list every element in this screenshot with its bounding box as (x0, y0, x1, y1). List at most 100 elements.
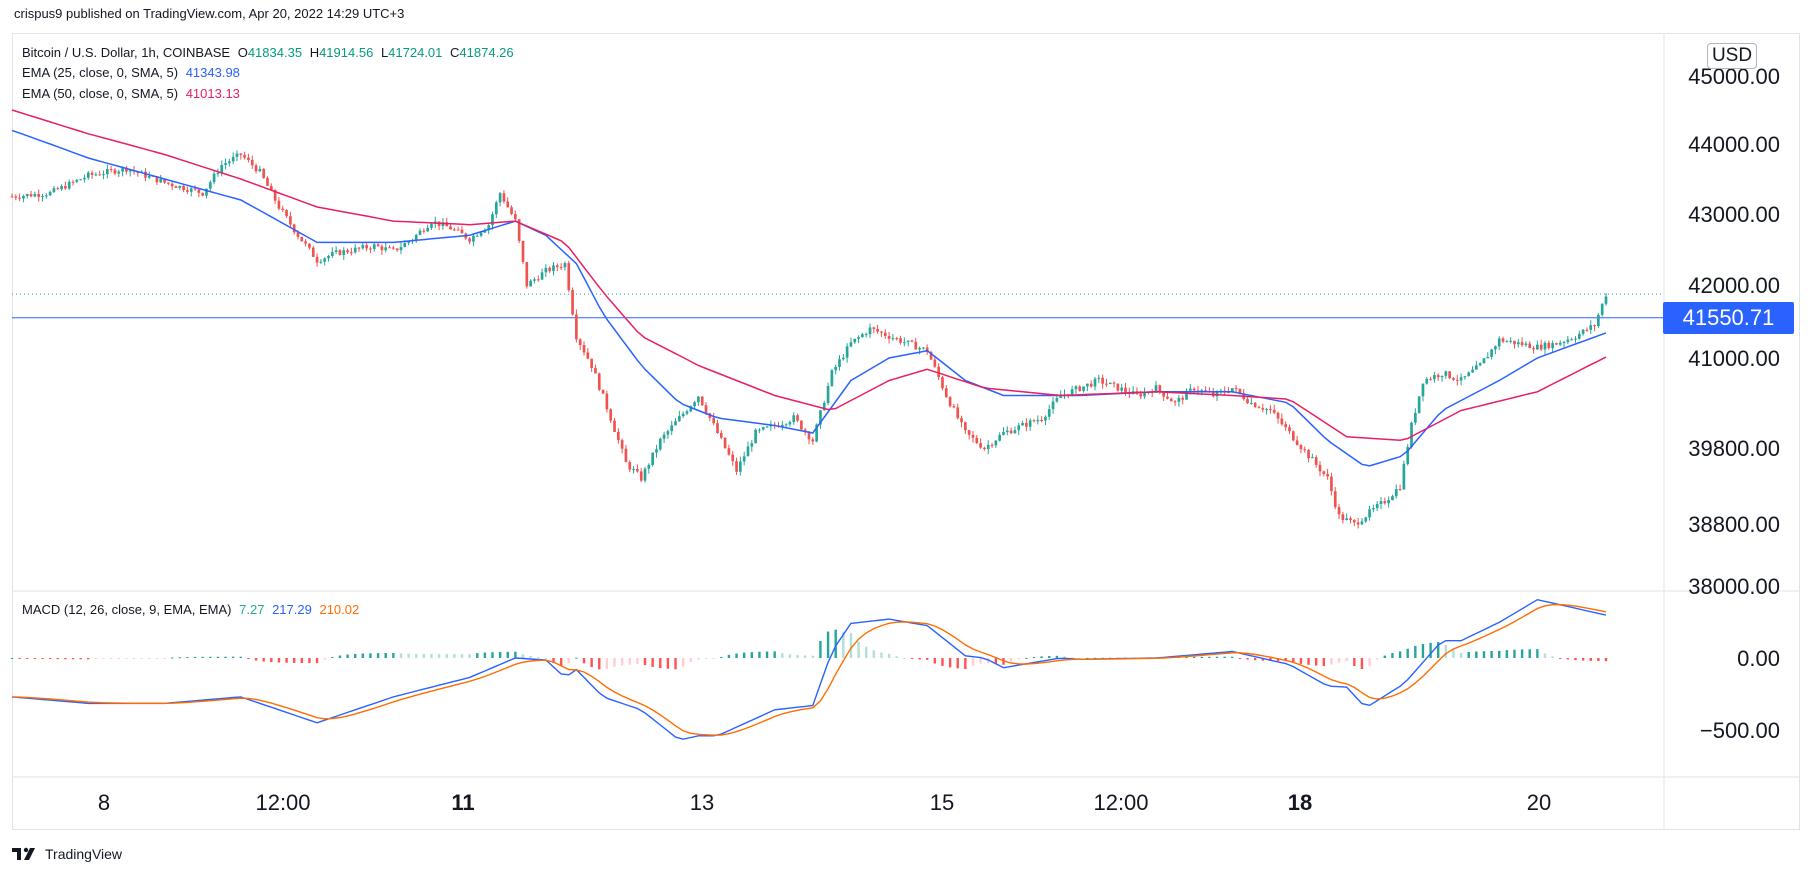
macd-histogram-bar (277, 658, 281, 663)
candle-body (125, 167, 128, 172)
ema25-label[interactable]: EMA (25, close, 0, SMA, 5) (22, 65, 179, 80)
candle-body (918, 347, 921, 350)
candle-body (525, 262, 529, 287)
candle-body (1295, 440, 1299, 446)
candle-body (475, 235, 479, 237)
candle-body (1173, 401, 1177, 403)
macd-histogram-bar (1330, 658, 1333, 665)
candle-body (1250, 402, 1253, 404)
candle-body (639, 471, 643, 481)
candle-body (719, 432, 723, 438)
candle-body (1455, 379, 1459, 381)
candle-body (731, 454, 735, 462)
candle-body (304, 241, 307, 244)
candle-body (239, 153, 243, 155)
candle-body (887, 336, 891, 339)
candle-body (487, 225, 491, 230)
candle-body (895, 338, 899, 340)
macd-histogram-bar (666, 658, 670, 669)
candle-body (1593, 325, 1596, 327)
candle-body (834, 366, 838, 371)
tradingview-footer[interactable]: TradingView (12, 846, 122, 862)
candle-body (1082, 386, 1085, 391)
candle-body (456, 229, 460, 231)
candle-body (1463, 376, 1467, 378)
macd-histogram-bar (308, 658, 311, 664)
macd-histogram-bar (140, 658, 143, 659)
time-tick-label: 13 (690, 790, 714, 815)
candle-body (1406, 447, 1410, 464)
candle-body (1070, 389, 1074, 396)
macd-histogram-bar (270, 658, 273, 663)
macd-histogram-bar (819, 641, 822, 658)
ema50-label[interactable]: EMA (50, close, 0, SMA, 5) (22, 86, 179, 101)
candle-body (1253, 402, 1257, 408)
candle-body (807, 432, 811, 440)
candle-body (83, 177, 86, 180)
currency-button[interactable]: USD (1707, 43, 1757, 69)
candle-body (258, 168, 262, 172)
macd-histogram-bar (476, 653, 479, 658)
time-tick-label: 15 (930, 790, 954, 815)
macd-histogram-bar (781, 653, 784, 658)
candle-body (582, 345, 586, 353)
candle-body (1269, 408, 1272, 410)
candle-body (914, 341, 918, 350)
candle-body (1467, 372, 1471, 377)
candle-body (1547, 342, 1551, 349)
candle-body (616, 431, 620, 441)
price-tick-label: 43000.00 (1688, 202, 1780, 227)
candle-body (685, 411, 689, 414)
candle-body (552, 265, 555, 272)
candle-body (956, 407, 960, 419)
macd-histogram-bar (56, 658, 59, 660)
candle-body (376, 244, 380, 247)
candle-body (1394, 489, 1398, 497)
candle-body (819, 410, 822, 425)
macd-histogram-bar (170, 657, 174, 659)
macd-histogram-bar (742, 652, 746, 658)
price-axis[interactable]: 45000.0044000.0043000.0042000.0041000.00… (1688, 64, 1780, 599)
candle-body (944, 388, 948, 398)
macd-histogram-bar (712, 658, 715, 659)
candle-body (1120, 387, 1124, 391)
candle-body (540, 272, 544, 280)
macd-histogram-bar (941, 658, 944, 666)
macd-histogram-bar (315, 658, 319, 664)
macd-histogram-bar (1345, 658, 1348, 662)
candle-body (990, 444, 994, 446)
candle-body (1215, 391, 1219, 397)
symbol-title[interactable]: Bitcoin / U.S. Dollar, 1h, COINBASE (22, 45, 231, 60)
candlestick-series (10, 150, 1608, 529)
macd-histogram-bar (292, 658, 296, 663)
macd-histogram-bar (1498, 650, 1501, 658)
candle-body (228, 161, 231, 164)
candle-body (1429, 378, 1432, 380)
candle-body (1543, 342, 1547, 350)
candle-body (1093, 378, 1097, 387)
macd-histogram-bar (148, 658, 151, 659)
candle-body (723, 437, 727, 449)
candle-body (811, 439, 815, 442)
candle-body (1330, 476, 1333, 492)
macd-axis[interactable]: 0.00 −500.00 (1700, 646, 1780, 743)
ema50-value: 41013.13 (185, 86, 240, 101)
candle-body (1257, 407, 1261, 409)
time-axis[interactable]: 8 12:00 11 13 15 12:00 18 20 (98, 790, 1551, 815)
macd-histogram-bar (1406, 648, 1409, 658)
candle-body (178, 185, 182, 188)
candle-body (479, 232, 483, 236)
candle-body (285, 210, 288, 217)
macd-label[interactable]: MACD (12, 26, close, 9, EMA, EMA) (22, 602, 232, 617)
macd-histogram-bar (1063, 656, 1066, 658)
macd-histogram-bar (18, 658, 21, 659)
candle-body (651, 452, 654, 465)
macd-histogram-bar (704, 658, 708, 659)
macd-histogram-bar (1276, 658, 1280, 662)
low-value: 41724.01 (388, 45, 443, 60)
candle-body (1459, 377, 1463, 381)
candle-body (220, 165, 224, 173)
candle-body (155, 176, 159, 183)
candle-body (250, 159, 254, 166)
